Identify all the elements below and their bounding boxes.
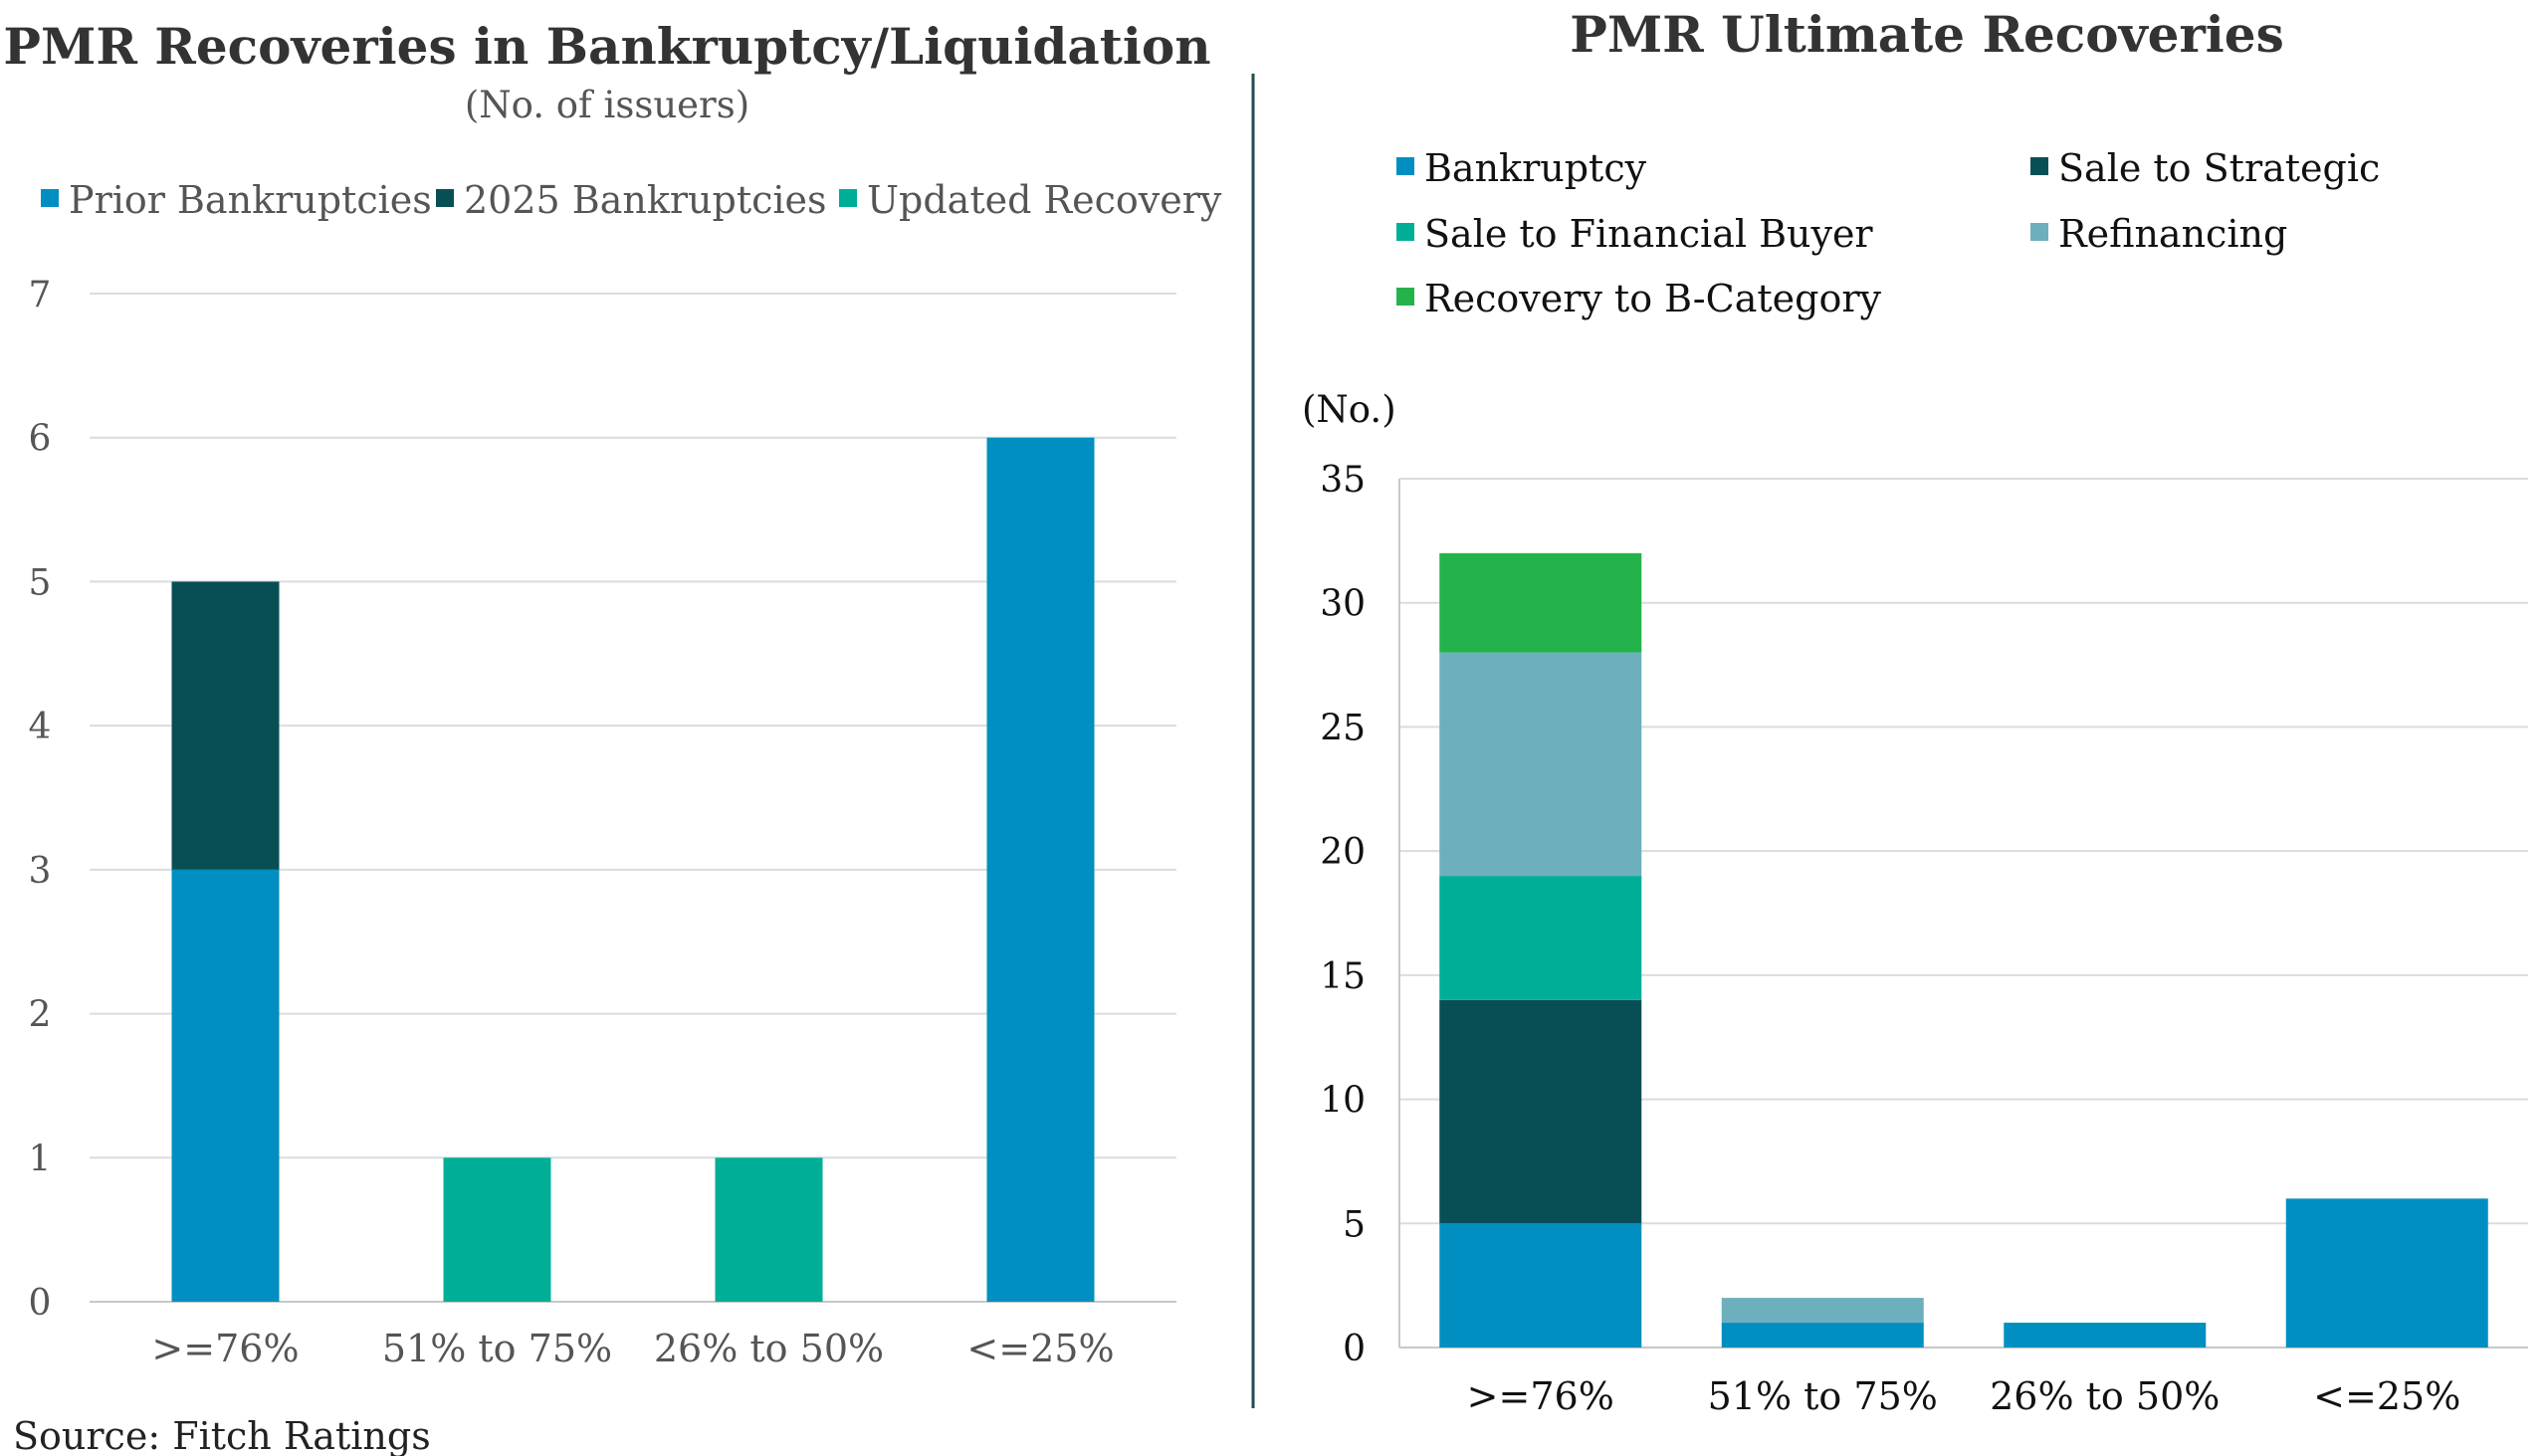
legend-label: 2025 Bankruptcies [464, 178, 827, 222]
legend-swatch [436, 189, 454, 207]
y-tick-label: 20 [1320, 832, 1366, 873]
x-tick-label: 51% to 75% [382, 1327, 612, 1370]
y-tick-label: 15 [1320, 956, 1366, 997]
right-legend: Bankruptcy Sale to Strategic Sale to Finan… [1396, 146, 2380, 320]
bar-segment [715, 1157, 823, 1302]
right-plot: 0 5 10 15 20 25 30 35 >=76% 51% to 75% 26% to 50% <… [1320, 460, 2528, 1418]
left-chart-subtitle: (No. of issuers) [465, 84, 749, 126]
bar-segment [1721, 1298, 1924, 1324]
bar-segment [1439, 876, 1642, 1000]
legend-label: Updated Recovery [867, 178, 1222, 222]
x-tick-label: 26% to 50% [1990, 1374, 2220, 1418]
legend-swatch [2030, 223, 2048, 241]
y-tick-label: 2 [29, 995, 52, 1036]
right-chart: PMR Ultimate Recoveries Bankruptcy Sale t… [1302, 5, 2528, 1418]
bar-segment [171, 581, 280, 870]
bar-segment [986, 437, 1095, 1302]
legend-label: Prior Bankruptcies [69, 178, 432, 222]
bar-segment [1439, 552, 1642, 653]
bar-segment [2004, 1323, 2207, 1348]
legend-label: Sale to Strategic [2058, 146, 2380, 190]
left-chart-title: PMR Recoveries in Bankruptcy/Liquidation [3, 17, 1210, 76]
right-chart-ylabel: (No.) [1302, 388, 1396, 431]
x-tick-label: <=25% [966, 1327, 1114, 1370]
x-tick-label: 26% to 50% [654, 1327, 884, 1370]
y-tick-label: 3 [29, 851, 52, 892]
bar-segment [171, 869, 280, 1302]
y-tick-label: 0 [1343, 1329, 1366, 1369]
y-tick-label: 6 [29, 419, 52, 460]
legend-swatch [1396, 288, 1414, 306]
y-tick-label: 5 [1343, 1204, 1366, 1245]
bar-segment [2285, 1198, 2488, 1348]
legend-swatch [41, 189, 59, 207]
y-tick-label: 4 [29, 707, 52, 747]
left-legend: Prior Bankruptcies 2025 Bankruptcies Updat… [41, 178, 1222, 222]
legend-label: Bankruptcy [1424, 146, 1647, 190]
right-chart-title: PMR Ultimate Recoveries [1570, 5, 2284, 64]
bar-segment [1439, 999, 1642, 1224]
legend-swatch [839, 189, 857, 207]
legend-swatch [1396, 157, 1414, 175]
bar-segment [1439, 1223, 1642, 1348]
x-tick-label: 51% to 75% [1708, 1374, 1938, 1418]
bar-segment [1439, 652, 1642, 877]
legend-swatch [2030, 157, 2048, 175]
x-tick-label: >=76% [151, 1327, 299, 1370]
bar-segment [443, 1157, 551, 1302]
bar-segment [1721, 1323, 1924, 1348]
y-tick-label: 7 [29, 275, 52, 315]
y-tick-label: 5 [29, 562, 52, 603]
y-tick-label: 25 [1320, 708, 1366, 748]
source-note: Source: Fitch Ratings [13, 1414, 431, 1456]
x-tick-label: >=76% [1467, 1374, 1614, 1418]
y-tick-label: 30 [1320, 584, 1366, 625]
legend-label: Recovery to B-Category [1424, 277, 1881, 320]
legend-label: Sale to Financial Buyer [1424, 212, 1873, 256]
y-tick-label: 35 [1320, 460, 1366, 501]
y-tick-label: 1 [29, 1139, 52, 1179]
left-chart: PMR Recoveries in Bankruptcy/Liquidation… [3, 17, 1221, 1370]
y-tick-label: 0 [29, 1283, 52, 1324]
legend-label: Refinancing [2058, 212, 2287, 256]
legend-swatch [1396, 223, 1414, 241]
x-tick-label: <=25% [2313, 1374, 2460, 1418]
y-tick-label: 10 [1320, 1081, 1366, 1122]
left-plot: 0 1 2 3 4 5 6 7 >=76% 51% to 75% 26% to 50% <=25% [29, 275, 1176, 1370]
